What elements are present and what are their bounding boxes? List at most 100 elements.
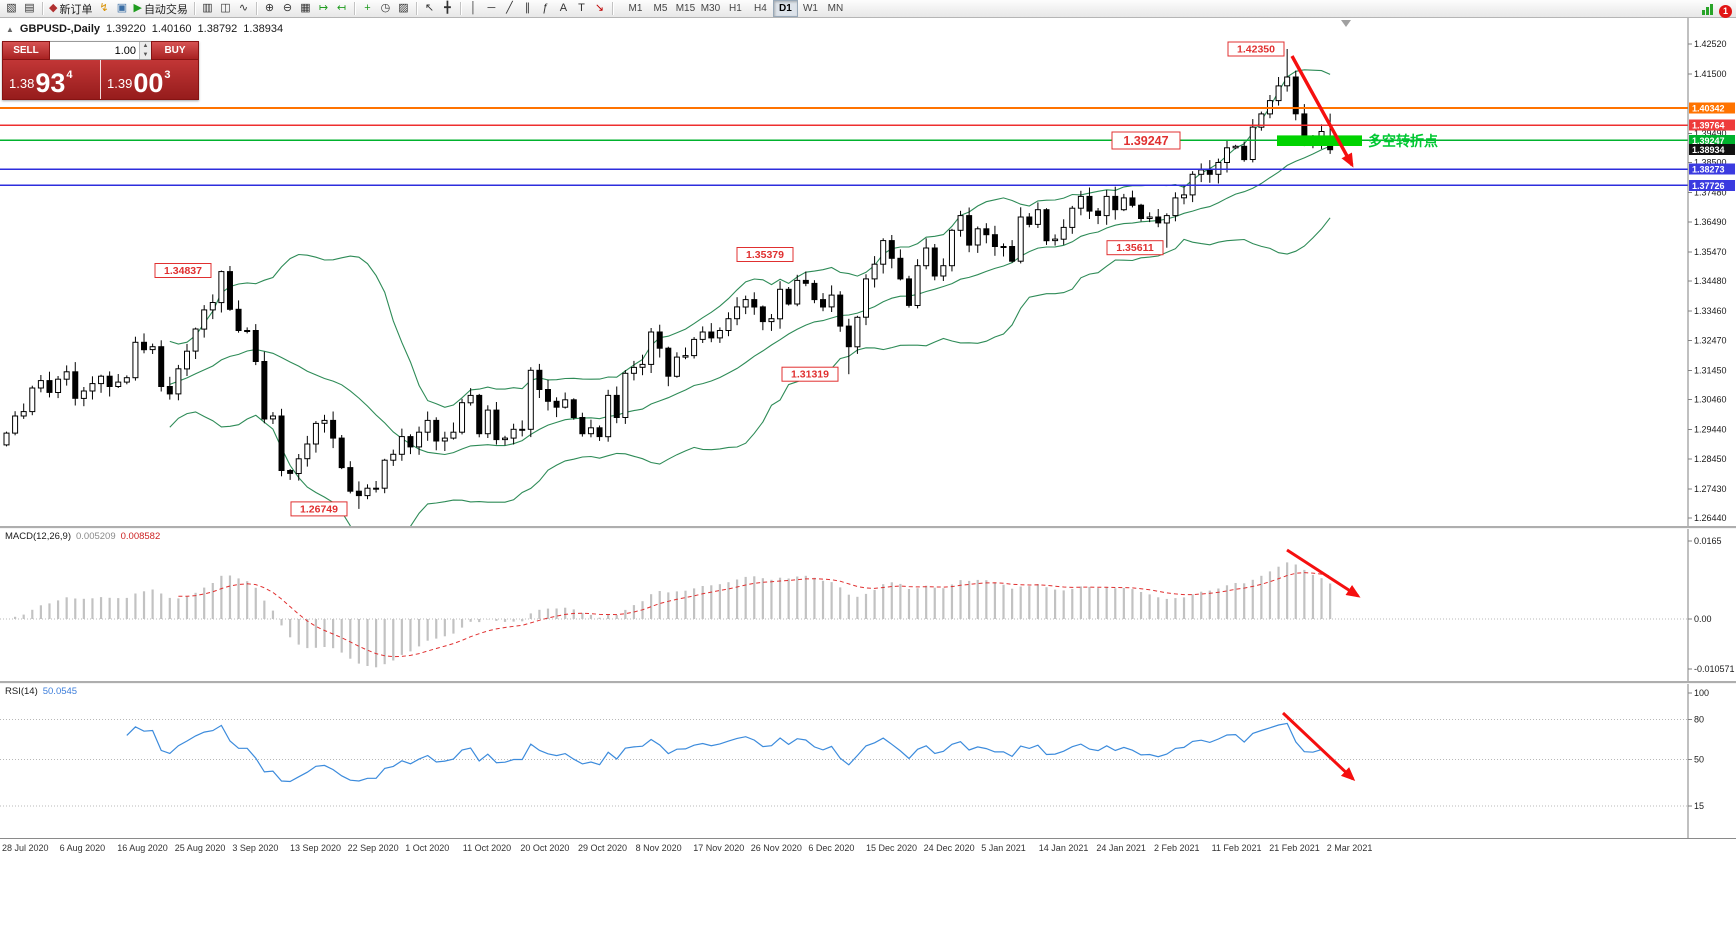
date-label: 25 Aug 2020: [174, 843, 226, 853]
buy-price-big: 00: [133, 68, 164, 99]
zoom-in-icon[interactable]: ⊕: [261, 1, 278, 17]
candle-body: [1052, 238, 1059, 242]
timeframe-m5[interactable]: M5: [653, 3, 668, 14]
tile-windows-icon[interactable]: ▦: [297, 1, 314, 17]
timeframe-m30[interactable]: M30: [700, 3, 721, 14]
channel-icon[interactable]: ∥: [519, 1, 536, 17]
rsi-axis-label: 80: [1694, 715, 1704, 725]
price-label-box[interactable]: [290, 501, 348, 517]
candle-body: [304, 443, 311, 460]
notification-badge[interactable]: 1: [1719, 4, 1732, 18]
one-click-panel-toggle-icon[interactable]: ▲: [6, 24, 14, 34]
toolbar-separator: [611, 2, 613, 15]
candle-body: [914, 265, 921, 306]
zoom-out-icon: ⊖: [282, 2, 293, 14]
price-label-box[interactable]: [1106, 240, 1164, 256]
new-chart-icon[interactable]: ▧: [3, 1, 20, 17]
lot-size-value[interactable]: 1.00: [114, 44, 136, 57]
trend-arrow-down[interactable]: [1290, 55, 1354, 168]
candle-body: [820, 299, 827, 308]
metaeditor-icon[interactable]: ↯: [95, 1, 112, 17]
arrows-icon[interactable]: ↘: [591, 1, 608, 17]
rsi-axis-label: 15: [1694, 801, 1704, 811]
fibonacci-icon[interactable]: ƒ: [537, 1, 554, 17]
candle-body: [330, 419, 337, 439]
macd-panel: 0.0165 0.00 -0.010571: [0, 528, 1735, 681]
trendline-icon[interactable]: ╱: [501, 1, 518, 17]
candle-body: [751, 299, 758, 308]
axis-price-label: 1.32470: [1694, 335, 1727, 345]
timeframe-d1[interactable]: D1: [772, 0, 798, 17]
profiles-icon[interactable]: ▤: [21, 1, 38, 17]
timeframe-m15[interactable]: M15: [675, 3, 696, 14]
timeframe-h4[interactable]: H4: [754, 3, 767, 14]
turning-point-annotation: 多空转折点: [1368, 133, 1438, 149]
timeframe-h1[interactable]: H1: [729, 3, 742, 14]
price-label-box[interactable]: [154, 263, 212, 278]
price-label-box[interactable]: [1111, 131, 1181, 150]
axis-price-badge: [1689, 119, 1735, 131]
cursor-icon: ↖: [424, 2, 435, 14]
panel-splitter[interactable]: [0, 681, 1736, 684]
price-axis: 1.42520 1.41500 1.39490 1.38500 1.37480 1.364…: [1687, 18, 1735, 526]
cursor-icon[interactable]: ↖: [421, 1, 438, 17]
date-label: 2 Feb 2021: [1154, 843, 1200, 853]
templates-icon[interactable]: ▨: [395, 1, 412, 17]
vertical-line-icon[interactable]: │: [465, 1, 482, 17]
panel-splitter[interactable]: [0, 526, 1736, 529]
price-label-box[interactable]: [1227, 41, 1285, 57]
candle-body: [1112, 195, 1119, 211]
toolbar-separator: [353, 2, 355, 15]
candle-body: [1232, 145, 1239, 149]
auto-scroll-icon[interactable]: ↦: [315, 1, 332, 17]
indicators-icon[interactable]: +: [359, 1, 376, 17]
lot-size-field[interactable]: 1.00 ▲ ▼: [50, 41, 151, 60]
buy-price-button[interactable]: 1.39 00 3: [100, 60, 198, 99]
candle-body: [897, 257, 904, 280]
macd-arrow-down[interactable]: [1286, 548, 1361, 598]
candle-body: [493, 409, 500, 441]
candle-body: [364, 487, 371, 497]
price-label-box[interactable]: [736, 247, 794, 262]
date-label: 28 Jul 2020: [2, 843, 49, 853]
chart-shift-marker[interactable]: [1341, 20, 1351, 27]
candle-body: [940, 265, 947, 277]
autotrading-button[interactable]: ▶ 自动交易: [131, 1, 189, 17]
text-label-icon[interactable]: T: [573, 1, 590, 17]
sell-price-button[interactable]: 1.38 93 4: [3, 60, 100, 99]
zoom-out-icon[interactable]: ⊖: [279, 1, 296, 17]
candlestick-chart-icon[interactable]: ◫: [217, 1, 234, 17]
connection-status-icon: [1702, 2, 1714, 20]
crosshair-icon[interactable]: ╋: [439, 1, 456, 17]
candle-body: [1258, 113, 1265, 128]
horizontal-line-icon[interactable]: ─: [483, 1, 500, 17]
candle-body: [1155, 216, 1162, 224]
candle-body: [476, 394, 483, 435]
bar-chart-icon[interactable]: ▥: [199, 1, 216, 17]
date-label: 24 Jan 2021: [1096, 843, 1146, 853]
axis-price-label: 1.31450: [1694, 365, 1727, 375]
axis-price-badge: [1689, 163, 1735, 175]
candle-body: [37, 380, 44, 389]
chart-shift-icon[interactable]: ↤: [333, 1, 350, 17]
price-label-box[interactable]: [781, 366, 839, 382]
candle-body: [544, 389, 551, 402]
timeframe-mn[interactable]: MN: [827, 3, 844, 14]
terminal-icon[interactable]: ▣: [113, 1, 130, 17]
new-order-button[interactable]: ◆ 新订单: [47, 1, 94, 17]
periods-icon[interactable]: ◷: [377, 1, 394, 17]
lot-decrease-button[interactable]: ▼: [140, 50, 151, 59]
candle-body: [46, 380, 53, 393]
rsi-arrow-down[interactable]: [1281, 711, 1356, 782]
lot-increase-button[interactable]: ▲: [140, 42, 151, 51]
candle-body: [1301, 113, 1308, 140]
timeframe-w1[interactable]: W1: [802, 3, 818, 14]
main-price-chart[interactable]: 1.34837 1.26749 1.35379 1.31319 1.35611 1.392…: [0, 18, 1736, 526]
line-chart-icon[interactable]: ∿: [235, 1, 252, 17]
timeframe-m1[interactable]: M1: [628, 3, 643, 14]
turning-zone-rect[interactable]: [1277, 135, 1362, 146]
sell-button[interactable]: SELL: [2, 41, 50, 60]
buy-button[interactable]: BUY: [151, 41, 199, 60]
text-icon[interactable]: A: [555, 1, 572, 17]
candle-body: [123, 377, 130, 383]
